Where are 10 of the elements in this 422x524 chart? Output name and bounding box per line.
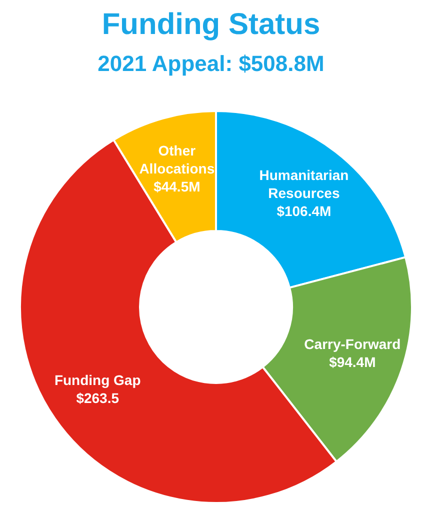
data-label: $106.4M (276, 202, 332, 219)
slice-label: Other Allocations (139, 142, 215, 176)
chart-subtitle: 2021 Appeal: $508.8M (96, 50, 326, 78)
data-label: $44.5M (154, 178, 200, 194)
data-label: $94.4M (329, 354, 376, 370)
slice-label: Funding Gap (54, 372, 141, 388)
chart-title: Funding Status (100, 7, 322, 43)
slice-label: Carry-Forward (304, 336, 401, 352)
data-label: $263.5 (76, 390, 120, 406)
slice-label: Humanitarian Resources (259, 166, 349, 201)
